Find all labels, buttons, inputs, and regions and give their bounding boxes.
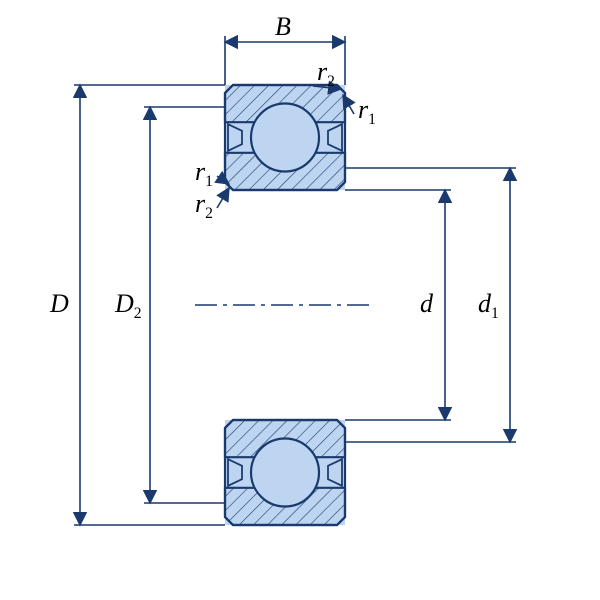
label-r2b-sub: 2 [205, 205, 213, 222]
label-D2-sub: 2 [134, 305, 142, 322]
label-d1-sub: 1 [491, 305, 499, 322]
label-r1a: r1 [358, 95, 376, 128]
ball [251, 104, 319, 172]
label-D: D [49, 289, 69, 318]
ball [251, 439, 319, 507]
label-D2: D2 [114, 289, 142, 322]
label-r1a-sub: 1 [368, 111, 376, 128]
label-d1: d1 [478, 289, 499, 322]
leader [217, 188, 229, 208]
label-d: d [420, 289, 434, 318]
label-r2a-sub: 2 [327, 73, 335, 90]
label-r2b: r2 [195, 189, 213, 222]
label-r1b: r1 [195, 157, 213, 190]
label-r2a: r2 [317, 57, 335, 90]
label-r1b-sub: 1 [205, 173, 213, 190]
label-B: B [275, 12, 291, 41]
